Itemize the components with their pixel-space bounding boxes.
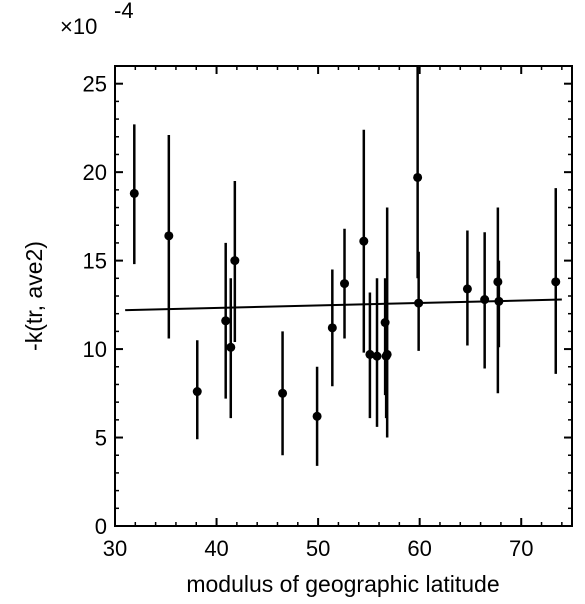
data-point: [493, 277, 503, 287]
data-point: [414, 298, 424, 308]
y-tick-label: 0: [95, 514, 107, 539]
data-point: [494, 296, 504, 306]
data-point: [365, 349, 375, 359]
x-axis-label: modulus of geographic latitude: [186, 571, 499, 597]
y-tick-label: 10: [83, 337, 107, 362]
y-tick-label: 15: [83, 249, 107, 274]
data-point: [372, 351, 382, 361]
x-tick-label: 40: [204, 536, 228, 561]
data-point: [380, 318, 390, 328]
multiplier-base: ×10: [60, 14, 97, 39]
data-point: [164, 231, 174, 241]
data-point: [327, 323, 337, 333]
data-point: [480, 295, 490, 305]
data-point: [462, 284, 472, 294]
x-tick-label: 50: [306, 536, 330, 561]
x-tick-label: 70: [509, 536, 533, 561]
data-point: [413, 172, 423, 182]
data-point: [226, 342, 236, 352]
data-point: [221, 316, 231, 326]
data-point: [278, 388, 288, 398]
y-multiplier-label: ×10 -4: [60, 0, 134, 39]
data-point: [551, 277, 561, 287]
error-bars: [133, 66, 558, 466]
data-point: [230, 256, 240, 266]
y-axis-ticks: 0 5 10 15 20 25: [83, 72, 572, 539]
y-axis-label: -k(tr, ave2): [21, 241, 47, 351]
data-point: [359, 236, 369, 246]
y-tick-label: 25: [83, 72, 107, 97]
x-tick-label: 60: [407, 536, 431, 561]
multiplier-exponent: -4: [114, 0, 134, 23]
data-point: [129, 188, 139, 198]
data-point: [340, 279, 350, 289]
data-point: [382, 349, 392, 359]
x-tick-label: 30: [103, 536, 127, 561]
x-axis-ticks: 30 40 50 60 70: [103, 66, 563, 561]
data-point: [312, 411, 322, 421]
data-point: [192, 387, 202, 397]
y-tick-label: 20: [83, 160, 107, 185]
data-points: [129, 172, 561, 421]
y-tick-label: 5: [95, 426, 107, 451]
